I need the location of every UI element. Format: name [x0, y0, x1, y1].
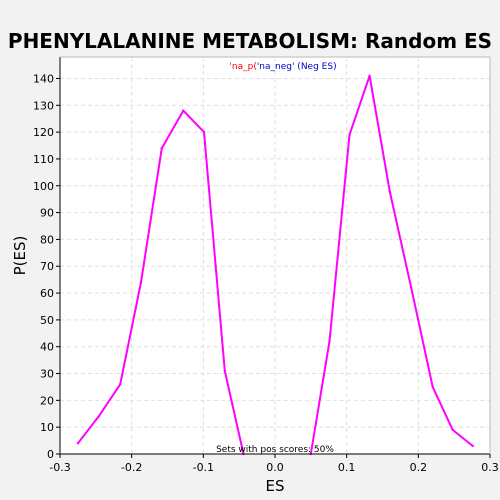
y-axis-label: P(ES)	[11, 236, 29, 276]
data-point	[409, 286, 413, 289]
y-tick-label: 30	[40, 368, 54, 381]
y-tick-label: 10	[40, 421, 54, 434]
data-point	[160, 147, 163, 150]
y-tick-label: 120	[33, 126, 54, 139]
y-tick-label: 0	[47, 448, 54, 461]
data-point	[431, 385, 434, 389]
chart-title-line-1: PHENYLALANINE METABOLISM: Random ES	[7, 29, 493, 53]
data-point	[202, 130, 206, 134]
x-tick-label: 0.3	[481, 461, 499, 474]
x-tick-label: 0.2	[410, 461, 428, 474]
data-point	[182, 109, 185, 112]
data-point	[368, 74, 371, 77]
y-tick-label: 50	[40, 314, 54, 327]
y-tick-label: 60	[40, 287, 54, 300]
data-point	[388, 189, 391, 193]
x-tick-label: -0.1	[193, 461, 214, 474]
data-point	[76, 442, 80, 445]
y-tick-label: 100	[33, 180, 54, 193]
y-tick-label: 20	[40, 394, 54, 407]
data-point	[139, 281, 143, 284]
y-tick-label: 110	[33, 153, 54, 166]
x-tick-label: -0.3	[49, 461, 70, 474]
y-tick-label: 80	[40, 233, 54, 246]
x-tick-label: 0.0	[266, 461, 284, 474]
y-tick-label: 130	[33, 99, 54, 112]
legend-pos-label: 'na_p	[229, 62, 253, 72]
tick-labels: 0 10 20 30 40 50 60 70 80 90 100 110 120 130 140 -0.3 -0…	[33, 72, 499, 474]
pos-scores-annotation: Sets with pos scores: 50%	[216, 445, 334, 455]
y-tick-label: 70	[40, 260, 54, 273]
legend: 'na_p('na_neg' (Neg ES)	[229, 62, 336, 72]
x-axis-label: ES	[266, 477, 285, 495]
data-point	[328, 340, 331, 343]
data-point	[97, 415, 100, 418]
series-layer	[76, 74, 474, 456]
data-point	[451, 428, 454, 432]
x-tick-label: -0.2	[121, 461, 142, 474]
data-point	[348, 133, 351, 136]
y-tick-label: 90	[40, 207, 54, 220]
data-point	[223, 369, 227, 373]
legend-paren: (	[253, 62, 257, 72]
y-tick-label: 40	[40, 341, 54, 354]
data-point	[119, 383, 122, 386]
x-tick-label: 0.1	[338, 461, 356, 474]
data-point	[471, 444, 474, 448]
legend-neg-label: 'na_neg' (Neg ES)	[257, 62, 337, 72]
y-tick-label: 140	[33, 72, 54, 85]
